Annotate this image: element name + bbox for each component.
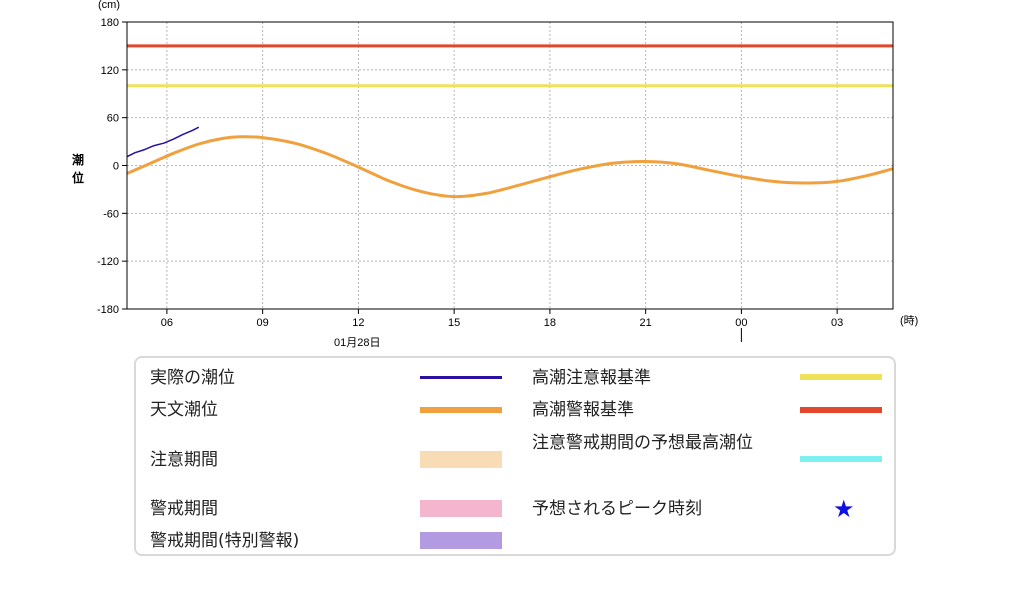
legend-swatch-special-warning-period [420, 532, 502, 549]
plot-frame [126, 21, 894, 310]
legend-swatch-storm-surge-advisory [800, 374, 882, 380]
legend-label-astronomical-tide: 天文潮位 [150, 400, 218, 420]
star-icon: ★ [833, 495, 855, 523]
y-unit-label: (cm) [98, 0, 120, 11]
x-tick-label: 18 [544, 317, 556, 329]
chart-grid [127, 22, 893, 309]
y-axis-label-char-2: 位 [72, 170, 84, 185]
x-tick-label: 03 [831, 317, 843, 329]
y-tick-label: -180 [97, 304, 119, 316]
legend-label-predicted-peak-time: 予想されるピーク時刻 [532, 499, 702, 519]
y-axis-label-char-1: 潮 [72, 152, 84, 167]
legend-label-warning-period: 警戒期間 [150, 499, 218, 519]
x-tick-label: 21 [640, 317, 652, 329]
x-tick-label: 06 [161, 317, 173, 329]
x-tick-label: 15 [448, 317, 460, 329]
x-tick-label: 12 [352, 317, 364, 329]
x-tick-label: 00 [735, 317, 747, 329]
legend-swatch-predicted-max-tide [800, 456, 882, 462]
legend-label-actual-tide: 実際の潮位 [150, 368, 235, 388]
legend-swatch-caution-period [420, 451, 502, 468]
y-tick-label: -60 [103, 208, 119, 220]
legend-label-predicted-max-tide: 注意警戒期間の予想最高潮位 [532, 433, 753, 453]
threshold-lines [127, 44, 893, 88]
x-tick-label: 09 [257, 317, 269, 329]
astronomical-tide-line [126, 135, 894, 199]
date-label: 01月28日 [334, 337, 380, 349]
legend-swatch-warning-period [420, 500, 502, 517]
legend-swatch-actual-tide [420, 376, 502, 379]
legend-label-special-warning-period: 警戒期間(特別警報) [150, 531, 300, 551]
legend-label-storm-surge-advisory: 高潮注意報基準 [532, 368, 651, 388]
legend-swatch-storm-surge-warning [800, 407, 882, 413]
y-tick-label: 60 [107, 113, 119, 125]
actual-tide-line [126, 126, 200, 158]
legend-label-storm-surge-warning: 高潮警報基準 [532, 400, 634, 420]
chart-axes: -180 -120 -60 0 60 120 180 06 09 12 15 18 21 00 03 [97, 17, 894, 342]
series-lines [126, 126, 894, 199]
tide-chart: -180 -120 -60 0 60 120 180 06 09 12 15 18 21 00 03 (cm… [72, 0, 918, 349]
y-tick-label: 180 [101, 17, 119, 29]
y-tick-label: -120 [97, 256, 119, 268]
y-tick-label: 120 [101, 65, 119, 77]
x-unit-label: (時) [900, 314, 918, 327]
legend-swatch-astronomical-tide [420, 407, 502, 413]
y-tick-label: 0 [113, 161, 119, 173]
legend-box: 実際の潮位 天文潮位 注意期間 警戒期間 警戒期間(特別警報) 高潮注意報基準 … [134, 356, 896, 556]
legend-label-caution-period: 注意期間 [150, 450, 218, 470]
